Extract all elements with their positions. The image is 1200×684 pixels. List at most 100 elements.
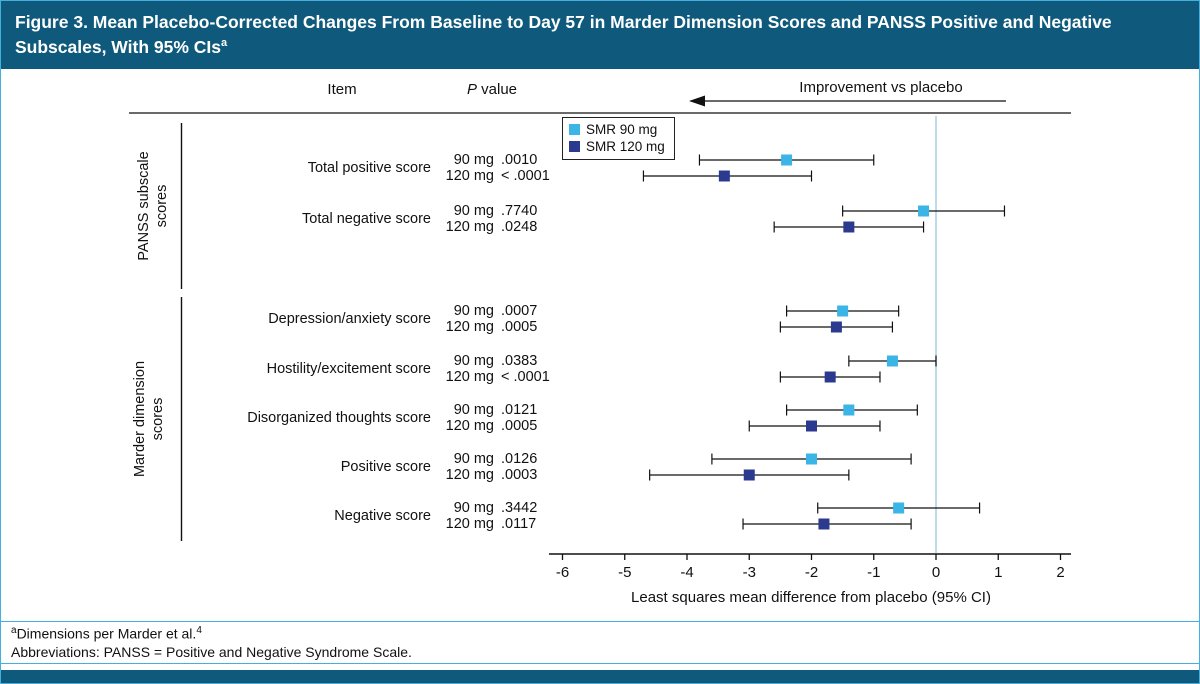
dose-label: 90 mg (453, 203, 494, 219)
p-value-line: 120 mg < .0001 (442, 167, 550, 185)
p-value: .0005 (501, 319, 538, 335)
p-value: .0005 (501, 418, 538, 434)
dose-label: 90 mg (453, 152, 494, 168)
estimate-marker-90mg (806, 453, 817, 465)
row-item-label: Depression/anxiety score (268, 311, 431, 327)
estimate-marker-90mg (893, 502, 905, 514)
p-value-line: 90 mg .0121 (442, 401, 538, 419)
p-value-rest: value (476, 81, 518, 98)
bottom-bar (1, 670, 1199, 683)
row-item-label: Hostility/excitement score (266, 361, 431, 377)
dose-label: 120 mg (445, 168, 494, 184)
x-tick-label: 2 (1056, 564, 1064, 581)
p-value: .0007 (501, 303, 538, 319)
legend-item-90mg: SMR 90 mg (569, 121, 665, 138)
group-label-panss: PANSS subscale scores (135, 151, 170, 261)
p-value-line: 90 mg .0010 (442, 151, 538, 169)
x-tick-label: -6 (556, 564, 569, 581)
p-value: .0010 (501, 152, 538, 168)
estimate-marker-120mg (818, 518, 830, 530)
row-item-label: Total negative score (302, 211, 431, 227)
p-value-line: 120 mg .0117 (442, 515, 537, 533)
figure-title-bar: Figure 3. Mean Placebo-Corrected Changes… (1, 1, 1199, 69)
footnote-a-reference: 4 (196, 625, 202, 636)
footnote-dimensions: aDimensions per Marder et al.4 (11, 625, 202, 642)
column-header-item: Item (327, 81, 357, 98)
p-value-line: 90 mg .3442 (442, 499, 538, 517)
p-value-line: 90 mg .0383 (442, 352, 538, 370)
row-item-label: Positive score (340, 459, 431, 475)
p-value: .0003 (501, 467, 538, 483)
estimate-marker-90mg (843, 404, 855, 416)
p-value-line: 120 mg .0005 (442, 417, 538, 435)
estimate-marker-90mg (918, 205, 930, 217)
estimate-marker-120mg (830, 321, 842, 333)
estimate-marker-120mg (718, 170, 730, 182)
estimate-marker-120mg (743, 469, 755, 481)
dose-label: 90 mg (453, 402, 494, 418)
legend-label-90mg: SMR 90 mg (586, 122, 658, 137)
improvement-direction-label: Improvement vs placebo (799, 79, 963, 96)
p-value: .7740 (501, 203, 538, 219)
estimate-marker-90mg (837, 305, 849, 317)
p-value-line: 120 mg .0003 (442, 466, 538, 484)
column-header-pvalue: P value (432, 81, 552, 98)
p-value-italic-p: P (466, 81, 477, 98)
x-tick-label: -5 (618, 564, 631, 581)
legend: SMR 90 mg SMR 120 mg (562, 117, 675, 160)
estimate-marker-120mg (824, 371, 836, 383)
x-tick-label: 1 (994, 564, 1002, 581)
row-item-label: Disorganized thoughts score (247, 410, 431, 426)
dose-label: 90 mg (453, 451, 494, 467)
legend-label-120mg: SMR 120 mg (586, 139, 665, 154)
improvement-arrow-head-icon (689, 95, 705, 107)
footnote-a-text: Dimensions per Marder et al. (16, 625, 197, 642)
figure-title-footnote-marker: a (221, 36, 228, 49)
footnote-divider-top (1, 621, 1199, 622)
row-item-label: Negative score (334, 508, 431, 524)
dose-label: 120 mg (445, 418, 494, 434)
dose-label: 120 mg (445, 319, 494, 335)
p-value: .0248 (501, 219, 538, 235)
dose-label: 90 mg (453, 500, 494, 516)
p-value: .0126 (501, 451, 538, 467)
x-tick-label: -2 (805, 564, 818, 581)
p-value: .0121 (501, 402, 538, 418)
estimate-marker-90mg (886, 355, 898, 367)
smr-120mg-swatch-icon (569, 141, 580, 152)
footnote-a-marker: a (11, 625, 17, 636)
estimate-marker-120mg (806, 420, 817, 432)
estimate-marker-90mg (781, 154, 793, 166)
p-value-line: 90 mg .7740 (442, 202, 538, 220)
p-value-line: 120 mg .0248 (442, 218, 538, 236)
estimate-marker-120mg (843, 221, 855, 233)
x-tick-label: -1 (867, 564, 880, 581)
figure-title: Figure 3. Mean Placebo-Corrected Changes… (15, 12, 1112, 57)
dose-label: 120 mg (445, 219, 494, 235)
x-tick-label: -3 (743, 564, 756, 581)
footnote-abbreviations: Abbreviations: PANSS = Positive and Nega… (11, 644, 412, 660)
dose-label: 120 mg (445, 369, 494, 385)
dose-label: 90 mg (453, 353, 494, 369)
x-tick-label: -4 (680, 564, 693, 581)
p-value-line: 90 mg .0126 (442, 450, 538, 468)
row-item-label: Total positive score (307, 160, 431, 176)
p-value: < .0001 (501, 369, 550, 385)
dose-label: 120 mg (445, 516, 494, 532)
p-value: .0117 (501, 516, 537, 532)
dose-label: 90 mg (453, 303, 494, 319)
smr-90mg-swatch-icon (569, 124, 580, 135)
p-value-line: 90 mg .0007 (442, 302, 538, 320)
p-value: .3442 (501, 500, 538, 516)
footnote-divider-bottom (1, 663, 1199, 664)
p-value-line: 120 mg < .0001 (442, 368, 550, 386)
x-axis-title: Least squares mean difference from place… (631, 589, 991, 606)
p-value-line: 120 mg .0005 (442, 318, 538, 336)
legend-item-120mg: SMR 120 mg (569, 138, 665, 155)
p-value: .0383 (501, 353, 538, 369)
x-tick-label: 0 (932, 564, 940, 581)
dose-label: 120 mg (445, 467, 494, 483)
p-value: < .0001 (501, 168, 550, 184)
group-label-marder: Marder dimension scores (131, 360, 166, 478)
